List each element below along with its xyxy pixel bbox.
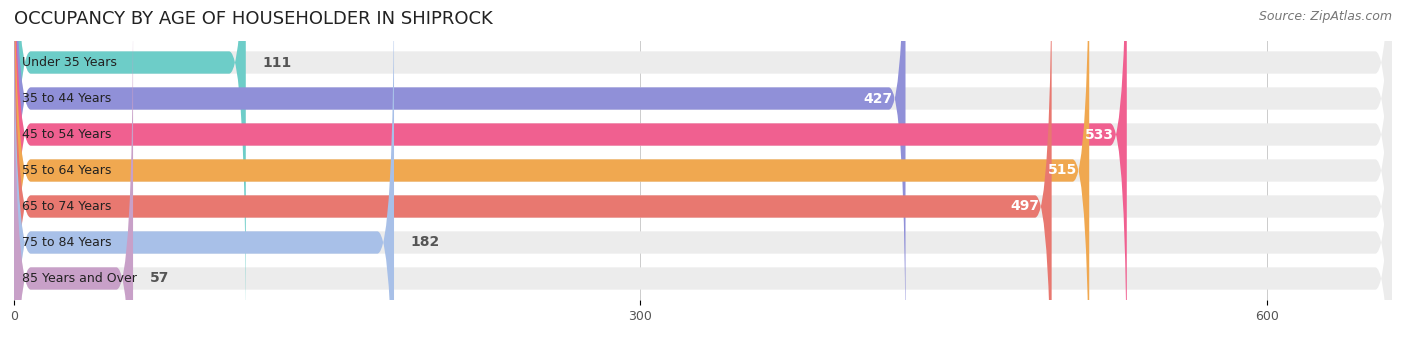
FancyBboxPatch shape [14,2,1392,341]
FancyBboxPatch shape [14,0,246,339]
FancyBboxPatch shape [14,0,1392,341]
Text: 515: 515 [1047,163,1077,178]
Text: 35 to 44 Years: 35 to 44 Years [22,92,111,105]
FancyBboxPatch shape [14,0,1052,341]
Text: 111: 111 [263,56,292,70]
FancyBboxPatch shape [14,0,1392,339]
Text: 45 to 54 Years: 45 to 54 Years [22,128,112,141]
Text: 427: 427 [863,91,893,105]
FancyBboxPatch shape [14,0,1126,341]
FancyBboxPatch shape [14,0,394,341]
FancyBboxPatch shape [14,0,905,341]
Text: Source: ZipAtlas.com: Source: ZipAtlas.com [1258,10,1392,23]
Text: 57: 57 [150,271,169,285]
FancyBboxPatch shape [14,2,134,341]
FancyBboxPatch shape [14,0,1392,341]
Text: 85 Years and Over: 85 Years and Over [22,272,138,285]
Text: Under 35 Years: Under 35 Years [22,56,117,69]
Text: 55 to 64 Years: 55 to 64 Years [22,164,112,177]
FancyBboxPatch shape [14,0,1392,341]
Text: 533: 533 [1085,128,1115,142]
Text: 182: 182 [411,236,440,250]
FancyBboxPatch shape [14,0,1392,341]
Text: 65 to 74 Years: 65 to 74 Years [22,200,112,213]
Text: 497: 497 [1010,199,1039,213]
Text: OCCUPANCY BY AGE OF HOUSEHOLDER IN SHIPROCK: OCCUPANCY BY AGE OF HOUSEHOLDER IN SHIPR… [14,10,494,28]
FancyBboxPatch shape [14,0,1392,341]
FancyBboxPatch shape [14,0,1090,341]
Text: 75 to 84 Years: 75 to 84 Years [22,236,112,249]
